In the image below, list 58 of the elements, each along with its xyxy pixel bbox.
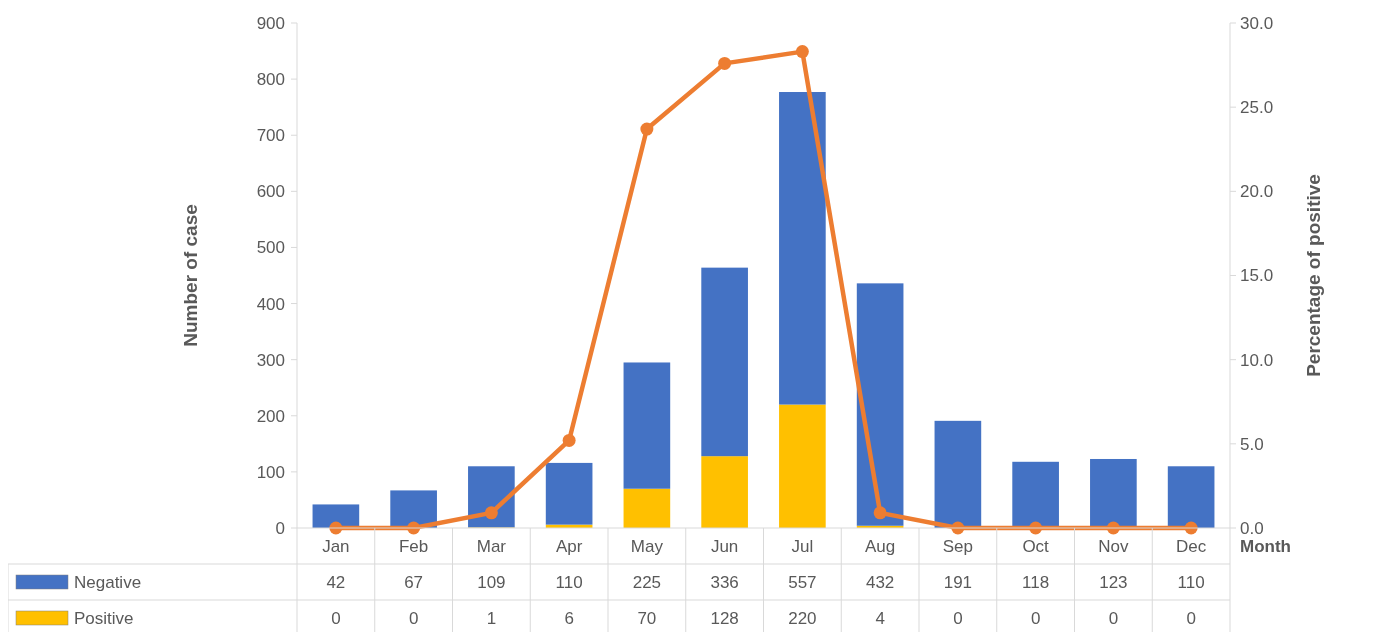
data-label: 225: [632, 572, 662, 592]
y-axis-title: Number of case: [180, 204, 201, 347]
data-label: 67: [404, 572, 424, 592]
x-tick-label: Jul: [791, 536, 814, 556]
data-label: 336: [710, 572, 739, 592]
x-tick-label: Jun: [710, 536, 739, 556]
data-label: 70: [637, 608, 657, 628]
data-label: 0: [953, 608, 963, 628]
data-label: 109: [477, 572, 506, 592]
y2-axis-title: Percentage of positive: [1303, 174, 1324, 377]
data-label: 4: [875, 608, 885, 628]
x-axis-title: Month: [1240, 536, 1291, 556]
y2-tick-label: 15.0: [1240, 266, 1274, 286]
y-tick-label: 200: [256, 406, 285, 426]
x-tick-label: Sep: [942, 536, 973, 556]
y2-tick-label: 25.0: [1240, 98, 1274, 118]
data-label: 432: [865, 572, 895, 592]
y2-tick-label: 5.0: [1240, 434, 1264, 454]
data-label: 6: [564, 608, 574, 628]
y-tick-label: 800: [256, 70, 285, 90]
x-tick-label: Aug: [865, 536, 896, 556]
data-label: 118: [1022, 572, 1050, 592]
x-tick-label: Dec: [1176, 536, 1207, 556]
y2-tick-label: 10.0: [1240, 350, 1274, 370]
data-label: 0: [331, 608, 341, 628]
x-tick-label: Apr: [555, 536, 583, 556]
data-label: 110: [1177, 572, 1205, 592]
data-label: 0: [1186, 608, 1196, 628]
legend-label: Positive: [74, 608, 134, 628]
y-tick-label: 300: [256, 350, 285, 370]
y2-tick-label: 30.0: [1240, 13, 1274, 33]
data-label: 1: [486, 608, 497, 628]
data-label: 123: [1099, 572, 1128, 592]
y2-tick-label: 0.0: [1240, 518, 1264, 538]
data-label: 0: [408, 608, 419, 628]
x-tick-label: Oct: [1022, 536, 1050, 556]
y-tick-label: 100: [256, 462, 285, 482]
y-tick-label: 500: [256, 238, 285, 258]
x-tick-label: May: [630, 536, 664, 556]
x-tick-label: Jan: [322, 536, 350, 556]
x-tick-label: Nov: [1098, 536, 1129, 556]
y-tick-label: 0: [275, 518, 285, 538]
data-label: 0: [1030, 608, 1041, 628]
data-label: 110: [555, 572, 583, 592]
data-label: 128: [710, 608, 739, 628]
y-tick-label: 400: [256, 294, 285, 314]
y-tick-label: 700: [256, 126, 285, 146]
x-tick-label: Feb: [398, 536, 429, 556]
legend-label: Negative: [74, 572, 142, 592]
data-label: 191: [943, 572, 973, 592]
data-label: 0: [1108, 608, 1119, 628]
data-label: 220: [788, 608, 817, 628]
data-label: 42: [326, 572, 346, 592]
x-tick-label: Mar: [476, 536, 507, 556]
y2-tick-label: 20.0: [1240, 182, 1274, 202]
y-tick-label: 900: [256, 13, 285, 33]
y-tick-label: 600: [256, 182, 285, 202]
data-label: 557: [788, 572, 817, 592]
